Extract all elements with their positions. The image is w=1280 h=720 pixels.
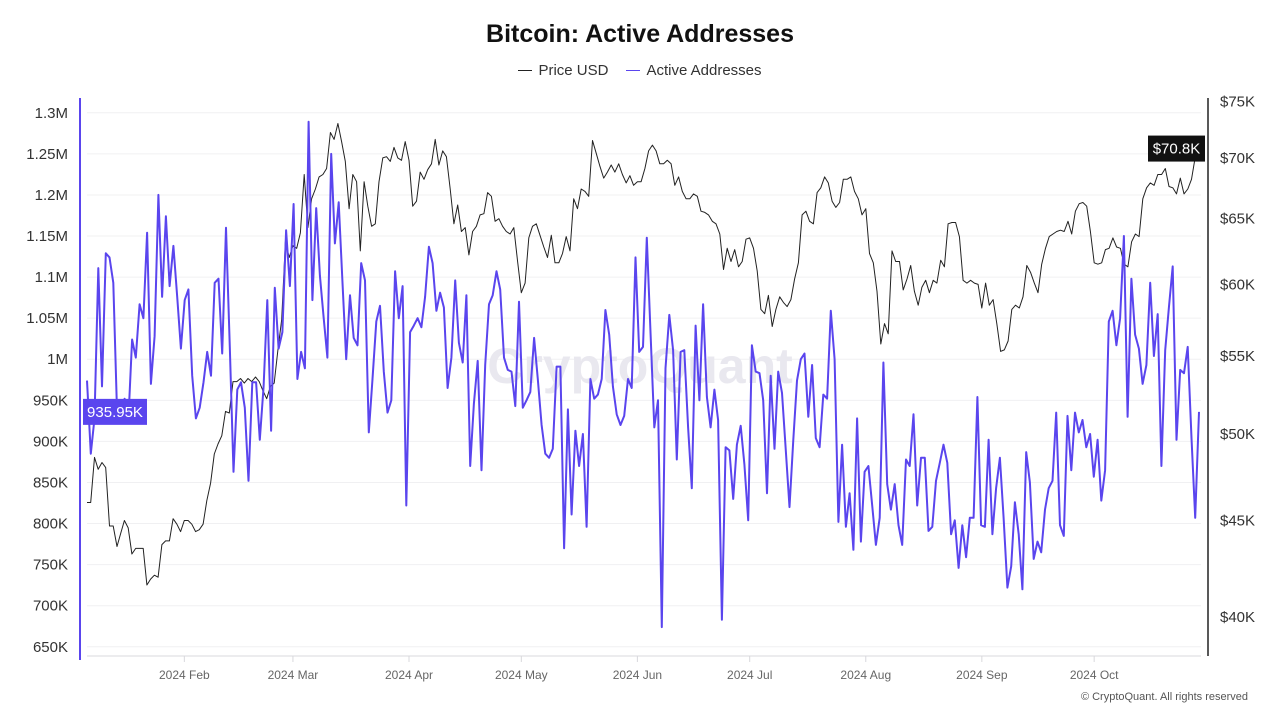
active-line-swatch-icon	[626, 70, 641, 71]
right-axis-tick-label: $75K	[1220, 93, 1255, 110]
left-axis-tick-label: 1.15M	[26, 228, 68, 245]
chart-title: Bitcoin: Active Addresses	[486, 20, 794, 48]
left-axis-tick-label: 650K	[33, 639, 68, 656]
left-axis-tick-label: 1M	[47, 351, 68, 368]
x-axis-tick-label: 2024 May	[495, 668, 548, 682]
right-axis-tick-label: $50K	[1220, 426, 1255, 443]
x-axis-tick-label: 2024 Sep	[956, 668, 1008, 682]
price-line-swatch-icon	[518, 70, 533, 71]
axes: 650K 700K 750K 800K 850K 900K 950K 1M 1.05M 1.1M 1…	[26, 93, 1255, 682]
left-axis-tick-label: 1.3M	[35, 105, 68, 122]
left-axis-tick-label: 900K	[33, 433, 68, 450]
copyright-footer: © CryptoQuant. All rights reserved	[1080, 691, 1248, 703]
right-axis-tick-label: $65K	[1220, 211, 1255, 228]
x-axis-tick-label: 2024 Jul	[727, 668, 772, 682]
current-price-label: $70.8K	[1153, 141, 1201, 158]
legend-label-price: Price USD	[538, 62, 609, 79]
right-axis-tick-label: $40K	[1220, 609, 1255, 626]
left-axis-tick-label: 950K	[33, 392, 68, 409]
x-axis-tick-label: 2024 Mar	[268, 668, 319, 682]
legend-item-price[interactable]: Price USD	[518, 62, 608, 79]
x-axis-tick-label: 2024 Apr	[385, 668, 433, 682]
series-layer	[86, 120, 1200, 629]
left-axis-tick-label: 1.2M	[35, 187, 68, 204]
left-axis-tick-label: 800K	[33, 516, 68, 533]
x-axis-tick-label: 2024 Feb	[159, 668, 210, 682]
left-axis-tick-label: 750K	[33, 557, 68, 574]
current-active-label-box	[83, 398, 147, 425]
active-addresses-line	[86, 120, 1200, 629]
current-price-label-box	[1148, 135, 1205, 162]
right-axis-tick-label: $45K	[1220, 513, 1255, 530]
gridlines	[87, 112, 1201, 648]
left-axis-tick-label: 1.25M	[26, 146, 68, 163]
right-axis-tick-label: $70K	[1220, 150, 1255, 167]
legend-item-active-addresses[interactable]: Active Addresses	[626, 62, 762, 79]
right-axis-tick-label: $55K	[1220, 348, 1255, 365]
current-active-label: 935.95K	[87, 404, 143, 421]
left-axis-tick-label: 700K	[33, 598, 68, 615]
legend: Price USD Active Addresses	[0, 62, 1280, 79]
left-axis-tick-label: 850K	[33, 474, 68, 491]
x-axis-tick-label: 2024 Aug	[840, 668, 891, 682]
x-axis-tick-label: 2024 Jun	[613, 668, 662, 682]
left-axis-tick-label: 1.1M	[35, 269, 68, 286]
left-axis-tick-label: 1.05M	[26, 310, 68, 327]
right-axis-tick-label: $60K	[1220, 276, 1255, 293]
x-axis-tick-label: 2024 Oct	[1070, 668, 1119, 682]
legend-label-active-addresses: Active Addresses	[646, 62, 762, 79]
